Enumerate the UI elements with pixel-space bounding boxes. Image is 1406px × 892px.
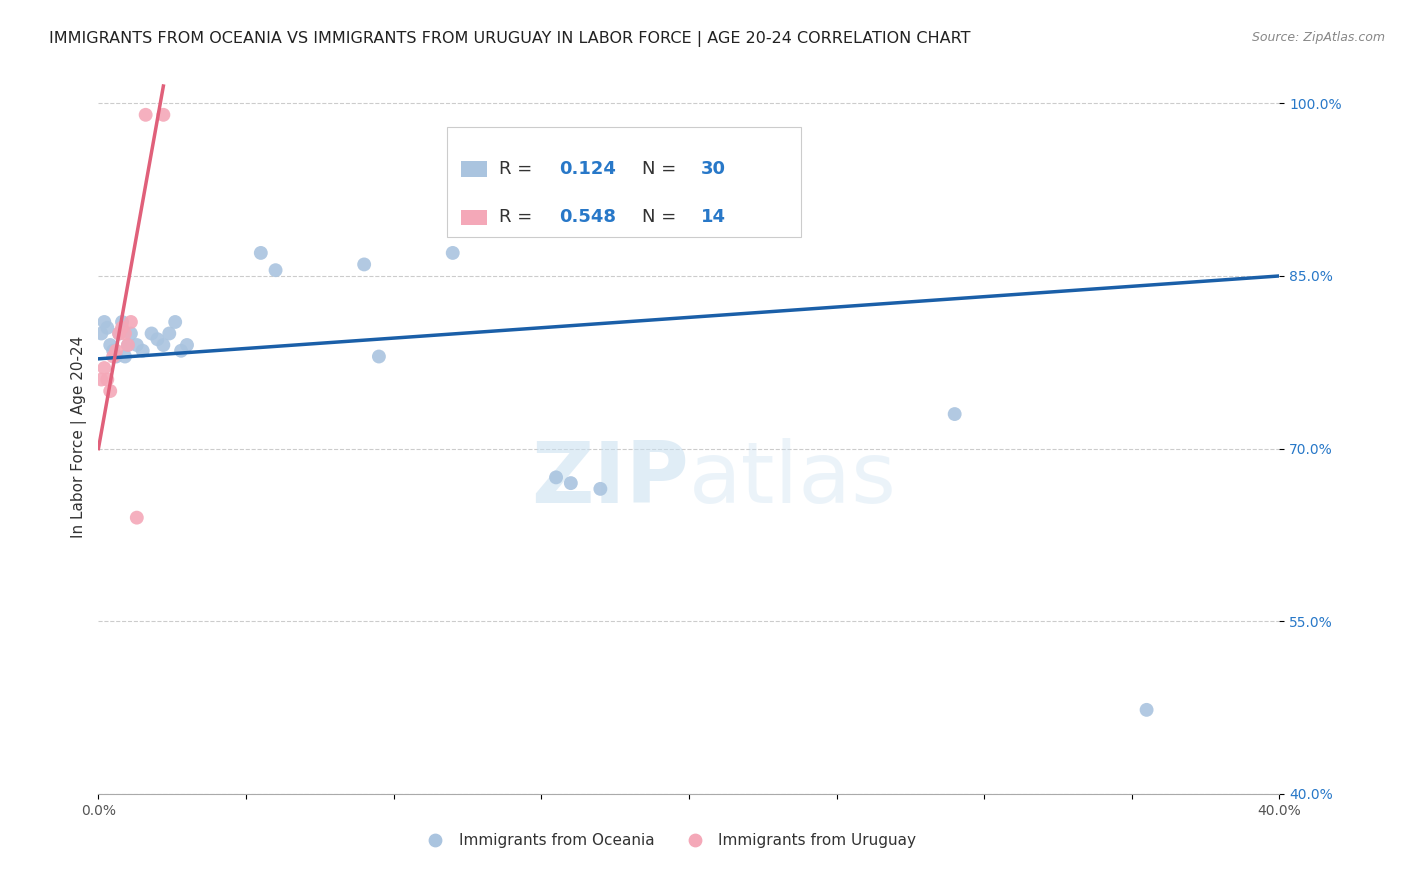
Point: [90, 326, 112, 341]
Text: IMMIGRANTS FROM OCEANIA VS IMMIGRANTS FROM URUGUAY IN LABOR FORCE | AGE 20-24 CO: IMMIGRANTS FROM OCEANIA VS IMMIGRANTS FR…: [49, 31, 970, 47]
Point: [152, 338, 174, 352]
Point: [96, 320, 118, 334]
Text: 0.548: 0.548: [560, 209, 616, 227]
Text: Immigrants from Oceania: Immigrants from Oceania: [458, 833, 654, 847]
Text: Source: ZipAtlas.com: Source: ZipAtlas.com: [1251, 31, 1385, 45]
Point: [114, 350, 136, 364]
Text: 0.124: 0.124: [560, 160, 616, 178]
Point: [141, 326, 163, 341]
Point: [125, 510, 148, 524]
Text: N =: N =: [641, 209, 682, 227]
Point: [1136, 703, 1159, 717]
Text: atlas: atlas: [689, 438, 897, 522]
Text: R =: R =: [499, 160, 537, 178]
Text: 30: 30: [700, 160, 725, 178]
Point: [176, 338, 198, 352]
Point: [146, 332, 169, 346]
FancyBboxPatch shape: [447, 127, 801, 237]
Point: [98, 384, 121, 398]
Text: N =: N =: [641, 160, 682, 178]
Point: [90, 372, 112, 386]
Point: [93, 361, 115, 376]
Point: [170, 343, 193, 358]
Point: [546, 470, 568, 484]
Point: [264, 263, 287, 277]
Point: [353, 257, 375, 271]
Bar: [461, 161, 486, 177]
Point: [943, 407, 966, 421]
Point: [589, 482, 612, 496]
Point: [96, 372, 118, 386]
Point: [108, 326, 131, 341]
Point: [250, 246, 273, 260]
Point: [152, 108, 174, 122]
Point: [108, 326, 131, 341]
Point: [117, 338, 139, 352]
Y-axis label: In Labor Force | Age 20-24: In Labor Force | Age 20-24: [72, 336, 87, 538]
Point: [117, 338, 139, 352]
Point: [368, 350, 391, 364]
Text: R =: R =: [499, 209, 537, 227]
Point: [120, 326, 142, 341]
Point: [111, 315, 134, 329]
Point: [103, 343, 125, 358]
Point: [441, 246, 464, 260]
Point: [111, 320, 134, 334]
Point: [93, 315, 115, 329]
Point: [103, 350, 125, 364]
Text: 14: 14: [700, 209, 725, 227]
Point: [120, 315, 142, 329]
Point: [105, 350, 128, 364]
Text: Immigrants from Uruguay: Immigrants from Uruguay: [718, 833, 917, 847]
Point: [132, 343, 155, 358]
Point: [125, 338, 148, 352]
Bar: [461, 210, 486, 225]
Point: [114, 326, 136, 341]
Point: [560, 476, 582, 491]
Point: [165, 315, 187, 329]
Point: [98, 338, 121, 352]
Point: [105, 343, 128, 358]
Point: [135, 108, 157, 122]
Text: ZIP: ZIP: [531, 438, 689, 522]
Point: [157, 326, 180, 341]
